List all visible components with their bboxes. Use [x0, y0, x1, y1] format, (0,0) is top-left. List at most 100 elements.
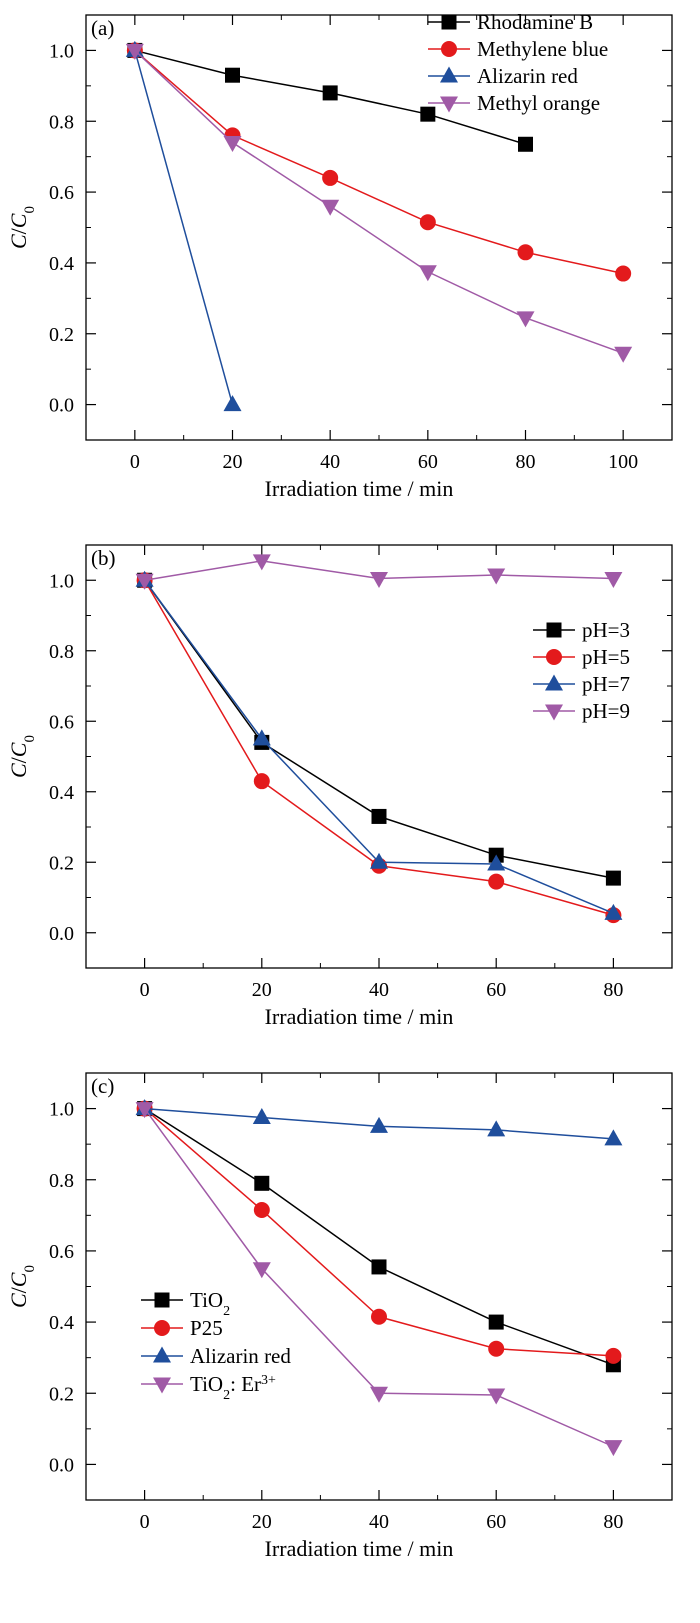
legend-label: pH=7	[582, 672, 630, 696]
y-tick-label: 0.4	[49, 1312, 74, 1334]
series-tio2-er3	[135, 1102, 623, 1457]
y-tick-label: 1.0	[49, 1099, 74, 1121]
legend-label: Alizarin red	[477, 64, 578, 88]
x-tick-label: 20	[223, 451, 243, 473]
legend: Rhodamine B Methylene blue Alizarin red Met…	[428, 10, 608, 115]
x-tick-label: 40	[369, 979, 389, 1001]
series-ph-3	[137, 572, 621, 886]
legend-marker	[154, 1292, 170, 1308]
legend-label: P25	[190, 1316, 223, 1340]
data-point	[605, 870, 621, 886]
legend-label: Alizarin red	[190, 1344, 291, 1368]
plot-frame	[85, 14, 673, 441]
legend: pH=3 pH=5 pH=7 pH=9	[533, 618, 630, 723]
data-point	[135, 573, 154, 590]
data-point	[487, 1120, 506, 1137]
data-point	[371, 1308, 387, 1325]
y-tick-label: 0.4	[49, 782, 74, 804]
data-point	[322, 169, 339, 186]
legend-item: pH=9	[533, 699, 630, 723]
chart-panel-b: 0 20 40 60 80 0.0 0.2 0.4 0.6 0.8 1.0 Irradiation t…	[6, 544, 673, 1029]
data-point	[487, 568, 506, 585]
data-point	[419, 214, 436, 231]
x-tick-label: 40	[369, 1511, 389, 1533]
legend-marker	[440, 66, 458, 83]
panel-label: (b)	[91, 546, 116, 570]
y-tick-label: 0.8	[49, 1170, 74, 1192]
chart-panel-a: 0 20 40 60 80 100 0.0 0.2 0.4 0.6 0.8 1.0 Irradiatio…	[6, 10, 673, 501]
data-point	[418, 265, 437, 282]
legend-marker	[153, 1346, 171, 1363]
x-tick-label: 0	[140, 1511, 150, 1533]
legend-item: TiO2	[141, 1288, 230, 1319]
x-tick-label: 40	[320, 451, 340, 473]
series-line	[134, 50, 234, 405]
y-tick-label: 0.4	[49, 253, 74, 275]
x-axis-title: Irradiation time / min	[265, 476, 454, 501]
legend-label: Methylene blue	[477, 37, 608, 61]
data-point	[487, 1388, 506, 1405]
data-point	[488, 1314, 504, 1330]
data-point	[223, 395, 242, 412]
data-point	[516, 311, 535, 328]
data-point	[604, 571, 623, 588]
series-methylene-blue	[126, 42, 632, 282]
data-point	[223, 136, 242, 152]
legend-label: pH=9	[582, 699, 630, 723]
y-tick-label: 0.0	[49, 1454, 74, 1476]
y-axis-title: C/C0	[6, 735, 38, 778]
series-line	[134, 49, 624, 354]
data-point	[604, 903, 623, 920]
legend-marker	[545, 674, 563, 691]
legend-marker	[441, 41, 457, 57]
series-ph-9	[135, 554, 623, 590]
data-point	[614, 346, 633, 363]
chart-panel-c: 0 20 40 60 80 0.0 0.2 0.4 0.6 0.8 1.0 Irradiation t…	[6, 1072, 673, 1561]
legend-label: pH=3	[582, 618, 630, 642]
y-tick-label: 0.8	[49, 641, 74, 663]
data-point	[604, 1129, 623, 1146]
y-tick-label: 0.8	[49, 111, 74, 133]
data-point	[604, 1440, 623, 1457]
legend-item: Alizarin red	[141, 1344, 291, 1368]
legend-item: pH=3	[533, 618, 630, 642]
data-point	[488, 1340, 505, 1357]
x-axis-title: Irradiation time / min	[265, 1536, 454, 1561]
legend-marker	[545, 704, 563, 721]
series-methyl-orange	[125, 43, 633, 363]
legend-item: Rhodamine B	[428, 10, 593, 34]
data-point	[488, 873, 505, 890]
data-point	[253, 1201, 270, 1218]
data-point	[254, 1175, 270, 1191]
x-tick-label: 20	[252, 979, 272, 1001]
x-tick-label: 80	[516, 451, 536, 473]
x-axis-title: Irradiation time / min	[265, 1004, 454, 1029]
legend-marker	[546, 649, 562, 665]
data-point	[225, 67, 240, 83]
x-tick-label: 80	[603, 1511, 623, 1533]
legend-label: Rhodamine B	[477, 10, 593, 34]
legend-label: pH=5	[582, 645, 630, 669]
y-tick-label: 0.0	[49, 923, 74, 945]
data-point	[518, 136, 533, 152]
data-point	[370, 852, 388, 869]
legend-label: Methyl orange	[477, 91, 600, 115]
panel-label: (a)	[91, 16, 114, 40]
x-tick-label: 100	[608, 451, 638, 473]
data-point	[321, 199, 340, 216]
data-point	[370, 571, 388, 588]
legend-item: Methylene blue	[428, 37, 608, 61]
y-tick-label: 0.0	[49, 395, 74, 417]
data-point	[487, 854, 506, 871]
y-tick-label: 1.0	[49, 570, 74, 592]
legend-item: pH=7	[533, 672, 630, 696]
x-tick-label: 60	[486, 979, 506, 1001]
data-point	[420, 106, 436, 122]
x-tick-label: 80	[603, 979, 623, 1001]
x-tick-label: 0	[140, 979, 150, 1001]
legend-item: pH=5	[533, 645, 630, 669]
data-point	[615, 265, 632, 282]
legend-item: Alizarin red	[428, 64, 578, 88]
y-tick-label: 0.2	[49, 324, 74, 346]
